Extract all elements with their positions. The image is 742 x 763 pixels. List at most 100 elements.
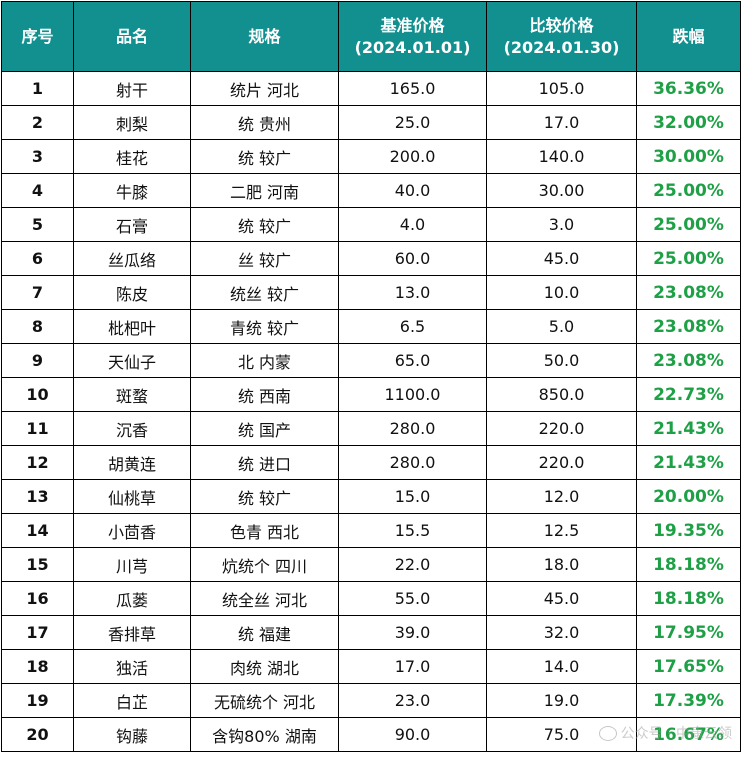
row-spec-cell: 统 西南: [190, 377, 339, 412]
row-base-price-cell: 39.0: [338, 615, 487, 650]
row-spec-cell: 北 内蒙: [190, 343, 339, 378]
row-drop-cell: 21.43%: [636, 411, 741, 446]
row-base-price-cell: 13.0: [338, 275, 487, 310]
row-no-cell: 19: [1, 683, 74, 718]
row-name-cell: 枇杷叶: [73, 309, 191, 344]
row-spec-cell: 色青 西北: [190, 513, 339, 548]
table-row: 13 仙桃草统 较广 15.0 12.0 20.00%: [1, 479, 741, 514]
table-body: 1 射干 统片 河北 165.0 105.0 36.36% 2 刺梨统 贵州 25.0 17.0 3…: [1, 71, 741, 752]
row-drop-cell: 17.65%: [636, 649, 741, 684]
row-drop-cell: 25.00%: [636, 241, 741, 276]
row-spec-cell: 二肥 河南: [190, 173, 339, 208]
table-row: 6 丝瓜络丝 较广 60.0 45.0 25.00%: [1, 241, 741, 276]
row-spec-cell: 统全丝 河北: [190, 581, 339, 616]
row-compare-price-cell: 220.0: [486, 445, 637, 480]
row-name-cell: 石膏: [73, 207, 191, 242]
row-spec-cell: 统 较广: [190, 139, 339, 174]
row-base-price-cell: 15.0: [338, 479, 487, 514]
row-compare-price-cell: 220.0: [486, 411, 637, 446]
row-spec-cell: 统 进口: [190, 445, 339, 480]
row-no-cell: 13: [1, 479, 74, 514]
row-name-cell: 小茴香: [73, 513, 191, 548]
row-drop-cell: 36.36%: [636, 71, 741, 106]
header-row: 序号 品名 规格 基准价格 (2024.01.01) 比较价格 (2024.01…: [1, 1, 741, 72]
table-row: 3 桂花统 较广 200.0 140.0 30.00%: [1, 139, 741, 174]
row-no-cell: 2: [1, 105, 74, 140]
row-compare-price-cell: 19.0: [486, 683, 637, 718]
table-row: 18 独活 肉统 湖北 17.0 14.0 17.65%: [1, 649, 741, 684]
row-drop-cell: 23.08%: [636, 309, 741, 344]
row-base-price-cell: 17.0: [338, 649, 487, 684]
row-compare-price-cell: 3.0: [486, 207, 637, 242]
row-base-price-cell: 23.0: [338, 683, 487, 718]
row-name-cell: 射干: [73, 71, 191, 106]
row-no-cell: 12: [1, 445, 74, 480]
row-spec-cell: 统丝 较广: [190, 275, 339, 310]
row-name-cell: 瓜蒌: [73, 581, 191, 616]
row-drop-cell: 18.18%: [636, 547, 741, 582]
table-row: 14 小茴香 色青 西北 15.5 12.5 19.35%: [1, 513, 741, 548]
row-drop-cell: 21.43%: [636, 445, 741, 480]
row-compare-price-cell: 75.0: [486, 717, 637, 752]
row-spec-cell: 炕统个 四川: [190, 547, 339, 582]
row-base-price-cell: 6.5: [338, 309, 487, 344]
row-compare-price-cell: 10.0: [486, 275, 637, 310]
row-name-cell: 桂花: [73, 139, 191, 174]
row-no-cell: 17: [1, 615, 74, 650]
table-row: 4 牛膝 二肥 河南 40.0 30.00 25.00%: [1, 173, 741, 208]
row-drop-cell: 25.00%: [636, 173, 741, 208]
row-name-cell: 钩藤: [73, 717, 191, 752]
row-drop-cell: 30.00%: [636, 139, 741, 174]
row-spec-cell: 丝 较广: [190, 241, 339, 276]
row-base-price-cell: 25.0: [338, 105, 487, 140]
table-row: 2 刺梨统 贵州 25.0 17.0 32.00%: [1, 105, 741, 140]
row-base-price-cell: 165.0: [338, 71, 487, 106]
row-no-cell: 14: [1, 513, 74, 548]
row-compare-price-cell: 30.00: [486, 173, 637, 208]
row-no-cell: 16: [1, 581, 74, 616]
row-compare-price-cell: 45.0: [486, 241, 637, 276]
row-drop-cell: 32.00%: [636, 105, 741, 140]
header-compare-price: 比较价格 (2024.01.30): [486, 1, 637, 72]
row-base-price-cell: 55.0: [338, 581, 487, 616]
row-no-cell: 9: [1, 343, 74, 378]
table-row: 1 射干 统片 河北 165.0 105.0 36.36%: [1, 71, 741, 106]
table-row: 15 川芎 炕统个 四川 22.0 18.0 18.18%: [1, 547, 741, 582]
row-compare-price-cell: 5.0: [486, 309, 637, 344]
row-name-cell: 丝瓜络: [73, 241, 191, 276]
row-compare-price-cell: 14.0: [486, 649, 637, 684]
row-spec-cell: 青统 较广: [190, 309, 339, 344]
row-compare-price-cell: 17.0: [486, 105, 637, 140]
row-no-cell: 11: [1, 411, 74, 446]
row-compare-price-cell: 18.0: [486, 547, 637, 582]
table-row: 19 白芷 无硫统个 河北 23.0 19.0 17.39%: [1, 683, 741, 718]
table-row: 8 枇杷叶 青统 较广 6.5 5.0 23.08%: [1, 309, 741, 344]
row-spec-cell: 统片 河北: [190, 71, 339, 106]
header-spec: 规格: [190, 1, 339, 72]
row-compare-price-cell: 32.0: [486, 615, 637, 650]
row-name-cell: 天仙子: [73, 343, 191, 378]
row-no-cell: 20: [1, 717, 74, 752]
row-no-cell: 1: [1, 71, 74, 106]
row-base-price-cell: 1100.0: [338, 377, 487, 412]
row-compare-price-cell: 50.0: [486, 343, 637, 378]
row-spec-cell: 含钩80% 湖南: [190, 717, 339, 752]
row-compare-price-cell: 850.0: [486, 377, 637, 412]
row-no-cell: 18: [1, 649, 74, 684]
table-row: 20 钩藤 含钩80% 湖南 90.0 75.0 16.67%: [1, 717, 741, 752]
row-spec-cell: 统 贵州: [190, 105, 339, 140]
table-row: 5 石膏统 较广 4.0 3.0 25.00%: [1, 207, 741, 242]
table-row: 16 瓜蒌 统全丝 河北 55.0 45.0 18.18%: [1, 581, 741, 616]
row-no-cell: 10: [1, 377, 74, 412]
row-base-price-cell: 280.0: [338, 411, 487, 446]
row-name-cell: 牛膝: [73, 173, 191, 208]
row-base-price-cell: 15.5: [338, 513, 487, 548]
row-drop-cell: 17.95%: [636, 615, 741, 650]
row-drop-cell: 20.00%: [636, 479, 741, 514]
row-drop-cell: 18.18%: [636, 581, 741, 616]
row-base-price-cell: 4.0: [338, 207, 487, 242]
row-spec-cell: 统 较广: [190, 207, 339, 242]
header-drop: 跌幅: [636, 1, 741, 72]
header-base-price-title: 基准价格: [380, 15, 445, 35]
